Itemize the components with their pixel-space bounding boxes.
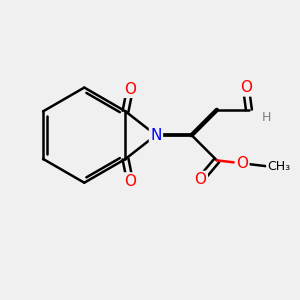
Text: O: O [124, 174, 136, 189]
Text: O: O [124, 82, 136, 97]
Text: CH₃: CH₃ [267, 160, 290, 173]
Text: H: H [262, 111, 272, 124]
Text: O: O [194, 172, 206, 187]
Text: O: O [236, 156, 248, 171]
Text: N: N [150, 128, 162, 142]
Text: O: O [240, 80, 252, 95]
